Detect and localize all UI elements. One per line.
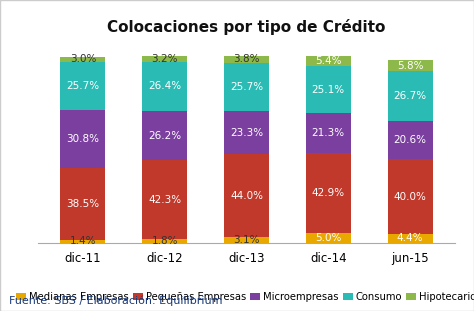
Bar xyxy=(388,60,433,71)
Bar xyxy=(306,66,351,113)
Bar xyxy=(306,153,351,233)
Bar xyxy=(388,160,433,234)
Bar xyxy=(142,160,187,239)
Bar xyxy=(60,62,105,110)
Text: 26.2%: 26.2% xyxy=(148,131,181,141)
Text: 1.4%: 1.4% xyxy=(70,236,96,246)
Text: Fuente: SBS / Elaboración: Equilibrium: Fuente: SBS / Elaboración: Equilibrium xyxy=(9,296,223,306)
Text: 21.3%: 21.3% xyxy=(312,128,345,138)
Text: 3.1%: 3.1% xyxy=(233,235,260,245)
Bar xyxy=(142,62,187,111)
Text: 3.0%: 3.0% xyxy=(70,54,96,64)
Text: 30.8%: 30.8% xyxy=(66,134,100,144)
Bar xyxy=(60,240,105,243)
Bar xyxy=(388,121,433,160)
Text: 25.1%: 25.1% xyxy=(312,85,345,95)
Text: 26.4%: 26.4% xyxy=(148,81,181,91)
Bar xyxy=(142,56,187,62)
Bar xyxy=(306,233,351,243)
Bar xyxy=(142,111,187,160)
Bar xyxy=(388,234,433,243)
Text: 3.2%: 3.2% xyxy=(151,53,178,63)
Text: 5.0%: 5.0% xyxy=(315,233,341,243)
Title: Colocaciones por tipo de Crédito: Colocaciones por tipo de Crédito xyxy=(107,19,386,35)
Text: 25.7%: 25.7% xyxy=(230,82,263,92)
Bar xyxy=(224,63,269,111)
Bar xyxy=(60,168,105,240)
Bar xyxy=(388,71,433,121)
Bar xyxy=(224,155,269,237)
Bar xyxy=(224,111,269,155)
Legend: Medianas Empresas, Pequeñas Empresas, Microempresas, Consumo, Hipotecario: Medianas Empresas, Pequeñas Empresas, Mi… xyxy=(17,292,474,302)
Text: 40.0%: 40.0% xyxy=(393,192,427,202)
Bar xyxy=(224,237,269,243)
Text: 1.8%: 1.8% xyxy=(151,236,178,246)
Text: 25.7%: 25.7% xyxy=(66,81,100,91)
Text: 38.5%: 38.5% xyxy=(66,199,100,209)
Bar xyxy=(306,56,351,66)
Text: 5.4%: 5.4% xyxy=(315,56,342,66)
Bar xyxy=(224,56,269,63)
Text: 42.9%: 42.9% xyxy=(312,188,345,198)
Text: 44.0%: 44.0% xyxy=(230,191,263,201)
Bar xyxy=(142,239,187,243)
Text: 42.3%: 42.3% xyxy=(148,195,181,205)
Bar xyxy=(306,113,351,153)
Bar xyxy=(60,110,105,168)
Bar xyxy=(60,57,105,62)
Text: 26.7%: 26.7% xyxy=(393,91,427,101)
Text: 23.3%: 23.3% xyxy=(230,128,263,137)
Text: 3.8%: 3.8% xyxy=(233,54,260,64)
Text: 4.4%: 4.4% xyxy=(397,234,423,244)
Text: 5.8%: 5.8% xyxy=(397,61,423,71)
Text: 20.6%: 20.6% xyxy=(393,135,427,145)
